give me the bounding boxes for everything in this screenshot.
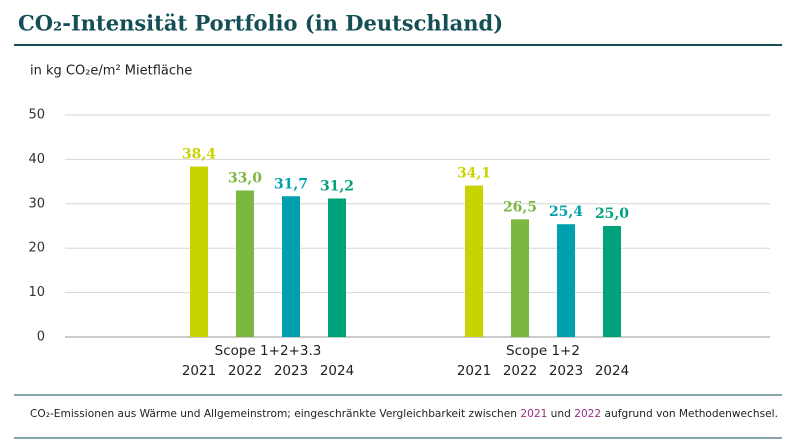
footnote-part: 2022 [574, 408, 602, 420]
bar [557, 224, 575, 337]
value-label: 34,1 [457, 166, 491, 182]
series-label: 2021 [182, 363, 216, 379]
bar [511, 219, 529, 337]
y-tick-label: 0 [37, 330, 45, 345]
y-axis-label: in kg CO₂e/m² Mietfläche [30, 64, 192, 79]
series-label: 2023 [549, 363, 583, 379]
value-label: 33,0 [228, 170, 262, 186]
x-tick-label: Scope 1+2+3.3 [215, 343, 322, 359]
series-label: 2024 [595, 363, 629, 379]
y-tick-label: 20 [28, 241, 45, 256]
footnote-part: aufgrund von Methodenwechsel. [601, 408, 778, 420]
footnote: CO₂-Emissionen aus Wärme und Allgemeinst… [30, 408, 778, 420]
value-label: 31,7 [274, 176, 308, 192]
footnote-part: und [547, 408, 575, 420]
series-label: 2024 [320, 363, 354, 379]
bar [190, 166, 208, 337]
footnote-part: CO₂-Emissionen aus Wärme und Allgemeinst… [30, 408, 521, 420]
value-label: 38,4 [182, 147, 216, 163]
bar [465, 185, 483, 337]
x-tick-label: Scope 1+2 [506, 343, 580, 359]
bar [236, 190, 254, 337]
value-label: 25,0 [595, 206, 629, 222]
value-label: 25,4 [549, 204, 583, 220]
series-label: 2021 [457, 363, 491, 379]
y-tick-label: 40 [28, 152, 45, 167]
y-tick-label: 10 [28, 285, 45, 300]
value-label: 31,2 [320, 178, 354, 194]
bar [328, 198, 346, 337]
series-label: 2023 [274, 363, 308, 379]
series-label: 2022 [503, 363, 537, 379]
y-tick-label: 50 [28, 108, 45, 123]
series-label: 2022 [228, 363, 262, 379]
y-tick-label: 30 [28, 196, 45, 211]
chart-title: CO₂-Intensität Portfolio (in Deutschland… [18, 11, 503, 36]
value-label: 26,5 [503, 199, 537, 215]
footnote-part: 2021 [520, 408, 548, 420]
bar [282, 196, 300, 337]
bar [603, 226, 621, 337]
